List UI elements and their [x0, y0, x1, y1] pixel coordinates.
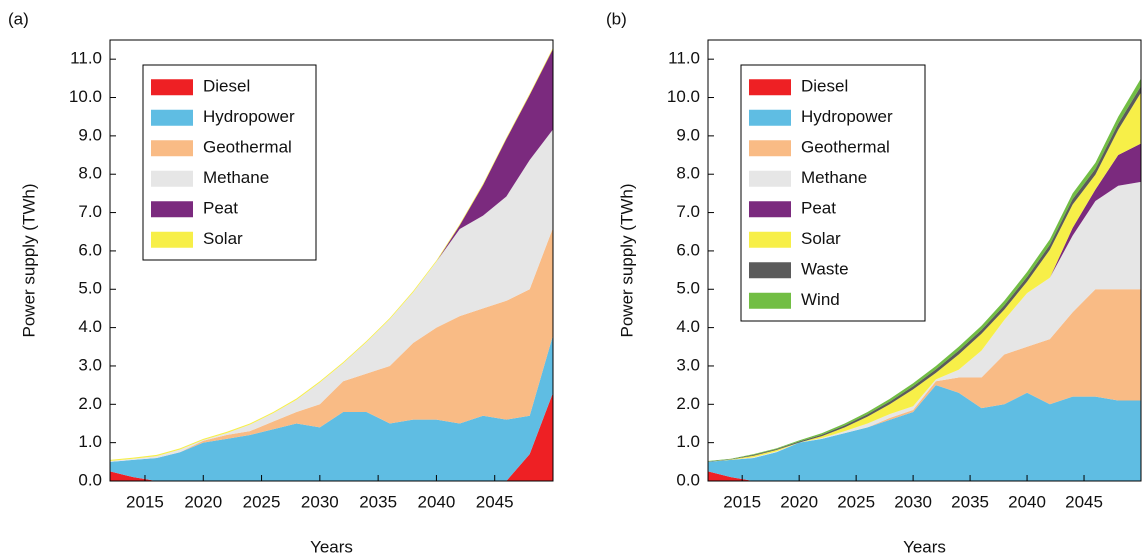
x-tick-label: 2040: [1008, 492, 1046, 511]
legend-label: Diesel: [203, 77, 250, 96]
y-tick-label: 8.0: [676, 164, 700, 183]
y-axis-label: Power supply (TWh): [19, 184, 38, 338]
x-tick-label: 2035: [951, 492, 989, 511]
legend-swatch: [151, 201, 193, 218]
legend-label: Peat: [203, 199, 238, 218]
legend-label: Methane: [203, 168, 269, 187]
x-axis-label: Years: [310, 537, 353, 556]
y-tick-label: 5.0: [676, 279, 700, 298]
y-tick-label: 1.0: [676, 432, 700, 451]
y-tick-label: 7.0: [676, 202, 700, 221]
x-tick-label: 2025: [243, 492, 281, 511]
legend-label: Diesel: [801, 77, 848, 96]
y-tick-label: 0.0: [676, 470, 700, 489]
x-tick-label: 2015: [126, 492, 164, 511]
x-tick-label: 2040: [418, 492, 456, 511]
x-tick-label: 2020: [780, 492, 818, 511]
area: [110, 335, 553, 481]
y-tick-label: 6.0: [676, 240, 700, 259]
y-tick-label: 4.0: [676, 317, 700, 336]
y-tick-label: 5.0: [78, 279, 102, 298]
y-tick-label: 10.0: [69, 87, 102, 106]
legend-swatch: [151, 231, 193, 248]
legend-swatch: [749, 140, 791, 157]
y-tick-label: 11.0: [668, 49, 700, 68]
legend-label: Wind: [801, 290, 840, 309]
area: [110, 129, 553, 462]
x-tick-label: 2030: [301, 492, 339, 511]
legend-box: [142, 64, 317, 261]
y-tick-label: 3.0: [78, 355, 102, 374]
x-tick-label: 2045: [1065, 492, 1103, 511]
legend-label: Hydropower: [203, 107, 295, 126]
plot-area: [708, 78, 1141, 481]
y-tick-label: 6.0: [78, 240, 102, 259]
y-tick-label: 2.0: [676, 394, 700, 413]
legend-swatch: [749, 79, 791, 96]
plot-area: [110, 47, 553, 481]
legend-swatch: [749, 231, 791, 248]
y-tick-label: 8.0: [78, 164, 102, 183]
y-tick-label: 7.0: [78, 202, 102, 221]
y-tick-label: 1.0: [78, 432, 102, 451]
legend-label: Peat: [801, 199, 836, 218]
area: [708, 181, 1141, 462]
y-tick-label: 10.0: [667, 87, 700, 106]
x-tick-label: 2025: [837, 492, 875, 511]
x-axis-label: Years: [903, 537, 946, 556]
x-tick-label: 2035: [359, 492, 397, 511]
legend-box: [740, 64, 926, 322]
y-axis-label: Power supply (TWh): [617, 184, 636, 338]
x-tick-label: 2030: [894, 492, 932, 511]
y-tick-label: 2.0: [78, 394, 102, 413]
axes-frame: [109, 39, 554, 482]
legend-swatch: [151, 170, 193, 187]
area: [110, 227, 553, 462]
legend-label: Solar: [203, 229, 243, 248]
legend-swatch: [749, 201, 791, 218]
y-tick-label: 11.0: [70, 49, 102, 68]
panel-label: (b): [606, 9, 627, 28]
legend-label: Hydropower: [801, 107, 893, 126]
y-tick-label: 9.0: [78, 125, 102, 144]
legend-label: Methane: [801, 168, 867, 187]
y-tick-label: 3.0: [676, 355, 700, 374]
legend-swatch: [749, 170, 791, 187]
legend-label: Solar: [801, 229, 841, 248]
panel-label: (a): [8, 9, 29, 28]
legend-label: Geothermal: [801, 138, 890, 157]
legend-swatch: [151, 109, 193, 126]
legend-label: Waste: [801, 260, 849, 279]
legend-swatch: [151, 140, 193, 157]
legend-swatch: [749, 292, 791, 309]
axes-frame: [707, 39, 1142, 482]
legend-swatch: [749, 262, 791, 279]
y-tick-label: 4.0: [78, 317, 102, 336]
area: [708, 92, 1141, 462]
legend-swatch: [151, 79, 193, 96]
area: [708, 385, 1141, 481]
x-tick-label: 2015: [723, 492, 761, 511]
y-tick-label: 9.0: [676, 125, 700, 144]
area: [708, 289, 1141, 462]
x-tick-label: 2045: [476, 492, 514, 511]
legend-swatch: [749, 109, 791, 126]
legend-label: Geothermal: [203, 138, 292, 157]
y-tick-label: 0.0: [78, 470, 102, 489]
x-tick-label: 2020: [184, 492, 222, 511]
